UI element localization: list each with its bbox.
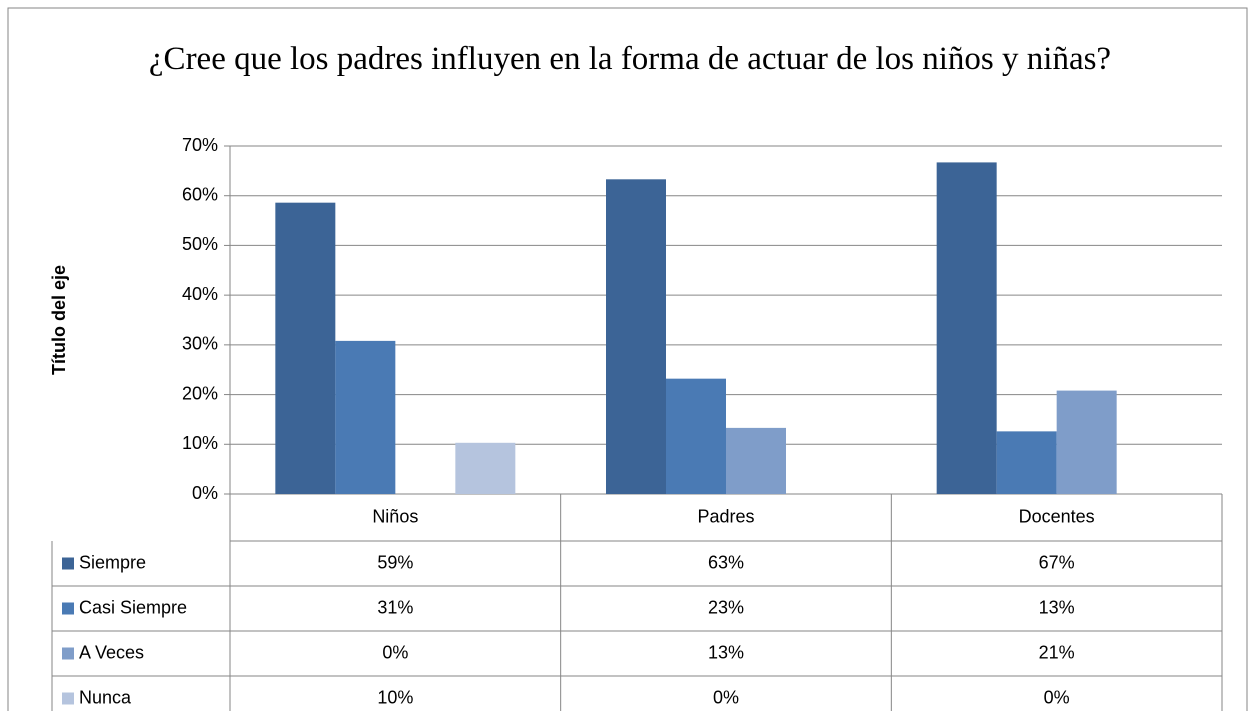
y-tick-label: 30% (182, 334, 218, 354)
y-tick-label: 0% (192, 483, 218, 503)
legend-swatch (62, 557, 74, 570)
data-label: 67% (1039, 552, 1075, 572)
bar (275, 202, 336, 494)
data-label: 31% (377, 597, 413, 617)
bar (455, 442, 516, 494)
bar (606, 179, 666, 494)
y-tick-label: 70% (182, 135, 218, 155)
bar (996, 431, 1057, 494)
legend-swatch (62, 602, 74, 615)
x-tick-label: Docentes (1019, 506, 1095, 526)
legend-swatch (62, 647, 74, 660)
x-tick-label: Niños (372, 506, 418, 526)
bar (726, 427, 786, 494)
data-label: 10% (377, 687, 413, 707)
legend-label: Siempre (79, 552, 146, 572)
bar (1056, 390, 1117, 494)
data-label: 23% (708, 597, 744, 617)
data-label: 0% (382, 642, 408, 662)
data-label: 21% (1039, 642, 1075, 662)
bar (335, 340, 396, 494)
data-label: 0% (713, 687, 739, 707)
data-label: 63% (708, 552, 744, 572)
x-tick-label: Padres (697, 506, 754, 526)
data-label: 13% (708, 642, 744, 662)
legend-label: Casi Siempre (79, 597, 187, 617)
data-label: 13% (1039, 597, 1075, 617)
legend-label: A Veces (79, 642, 144, 662)
y-tick-label: 50% (182, 234, 218, 254)
data-label: 59% (377, 552, 413, 572)
data-label: 0% (1044, 687, 1070, 707)
chart-title: ¿Cree que los padres influyen en la form… (148, 41, 1112, 77)
y-tick-label: 10% (182, 433, 218, 453)
y-tick-label: 20% (182, 383, 218, 403)
chart-border (7, 7, 1248, 711)
legend-swatch (62, 692, 74, 705)
legend-label: Nunca (79, 687, 132, 707)
bar (666, 378, 726, 494)
bar (936, 162, 997, 495)
y-tick-label: 60% (182, 184, 218, 204)
y-axis-title: Título del eje (49, 265, 69, 375)
y-tick-label: 40% (182, 284, 218, 304)
